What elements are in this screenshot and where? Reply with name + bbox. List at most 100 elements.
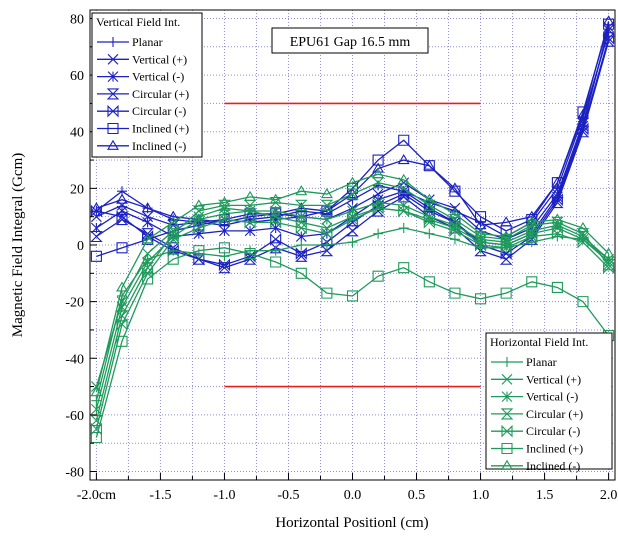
vertical-field-int-legend: Vertical Field Int. Planar Vertical (+) Ver… [91,12,203,158]
horizontal-circular-point [346,188,359,200]
legend-marker [106,88,120,100]
legend-marker [107,71,119,82]
horizontal-circular-point [603,261,615,274]
horizontal-circular-point [526,230,538,243]
legend-marker [501,442,513,455]
vertical-circular-point [269,242,282,254]
horizontal-circular-point [577,235,589,249]
horizontal-inclined-point [167,216,180,227]
horizontal-inclined-point [320,187,333,199]
horizontal-vertical-point [244,205,256,217]
legend-marker [107,139,119,150]
legend-entry-planar: Planar [526,355,557,369]
horizontal-vertical-point [142,248,154,259]
horizontal-circular-point [192,205,206,217]
vertical-inclined-point [346,182,359,194]
horizontal-circular-point [295,221,307,235]
horizontal-inclined-point [372,270,384,282]
horizontal-circular-point [270,216,282,229]
vertical-circular-point [423,204,435,218]
horizontal-inclined-point [167,253,179,265]
vertical-circular-point [90,230,103,243]
horizontal-circular-point [294,199,308,211]
vertical-circular-point [551,193,563,207]
horizontal-inclined-point [192,199,205,210]
horizontal-vertical-point [321,214,333,225]
horizontal-inclined-point [270,256,282,268]
vertical-vertical-point [372,188,384,200]
horizontal-planar-point [321,240,332,250]
horizontal-circular-point [398,204,410,218]
vertical-inclined-point [142,233,154,245]
horizontal-inclined-point [551,281,563,294]
horizontal-planar-point [373,228,384,239]
legend-entry-planar: Planar [132,35,163,49]
horizontal-circular-point [218,213,231,226]
horizontal-inclined-point [244,190,257,201]
vertical-inclined-point [577,108,589,119]
y-tick-label: -20 [65,296,84,311]
horizontal-circular-point [474,238,487,252]
vertical-inclined-point [141,202,154,213]
legend-marker [501,424,513,438]
vertical-inclined-point [398,134,410,146]
vertical-circular-point [295,247,307,260]
legend-marker [107,122,119,135]
horizontal-inclined-point [602,247,615,258]
horizontal-inclined-point [449,287,461,299]
horizontal-vertical-point [142,256,154,268]
legend-entry-inclined: Inclined (+) [526,442,583,456]
y-axis-label: Magnetic Field Integral (Gcm) [10,153,26,338]
horizontal-inclined-point [244,247,256,260]
x-tick-label: 1.5 [536,488,554,503]
vertical-vertical-point [142,211,154,223]
horizontal-vertical-point [603,253,614,265]
y-tick-label: 60 [70,69,84,84]
legend-marker [502,357,512,367]
vertical-vertical-point [295,231,307,242]
horizontal-planar-point [398,223,409,234]
x-tick-label: 1.0 [472,488,490,503]
legend-entry-inclined: Inclined (+) [132,122,189,136]
horizontal-circular-point [321,227,333,241]
horizontal-field-int-legend: Horizontal Field Int. Planar Vertical (+) V… [485,332,613,473]
horizontal-inclined-point [551,213,564,224]
horizontal-vertical-point [347,205,358,217]
horizontal-inclined-point [577,296,589,308]
horizontal-vertical-point [372,197,384,208]
legend-entry-circular: Circular (-) [132,104,186,118]
horizontal-inclined-point [90,431,102,444]
horizontal-circular-point [500,241,512,255]
horizontal-inclined-point [423,193,436,204]
vertical-inclined-point [90,202,103,213]
y-tick-label: -60 [65,409,84,424]
legend-marker [501,373,513,385]
legend-entry-inclined: Inclined (-) [132,139,186,153]
y-tick-label: -80 [65,466,84,481]
vertical-vertical-point [91,211,102,223]
x-axis-label: Horizontal Positionl (cm) [275,515,428,531]
vertical-inclined-point [372,162,385,173]
vertical-circular-point [218,258,231,272]
vertical-inclined-point [551,176,564,187]
vertical-inclined-point [116,242,128,254]
vertical-circular-point [398,187,410,201]
horizontal-inclined-line [95,173,610,393]
horizontal-planar-point [347,237,358,248]
x-tick-label: 2.0 [600,488,618,503]
horizontal-inclined-point [141,233,154,244]
x-axis-ticks: -2.0cm -1.5 -1.0 -0.5 0.0 0.5 1.0 1.5 2.0 [77,473,618,503]
horizontal-inclined-point [295,267,307,279]
legend-entry-inclined: Inclined (-) [526,459,580,473]
legend-title: Vertical Field Int. [96,15,180,29]
vertical-circular-point [346,225,359,237]
horizontal-inclined-point [218,242,231,254]
legend-marker [108,37,118,47]
horizontal-inclined-point [474,227,487,238]
x-tick-label: 0.5 [408,488,426,503]
legend-entry-circular: Circular (-) [526,424,580,438]
horizontal-vertical-point [398,199,410,211]
horizontal-inclined-point [193,245,205,257]
vertical-inclined-point [423,159,436,170]
horizontal-inclined-point [397,173,410,184]
